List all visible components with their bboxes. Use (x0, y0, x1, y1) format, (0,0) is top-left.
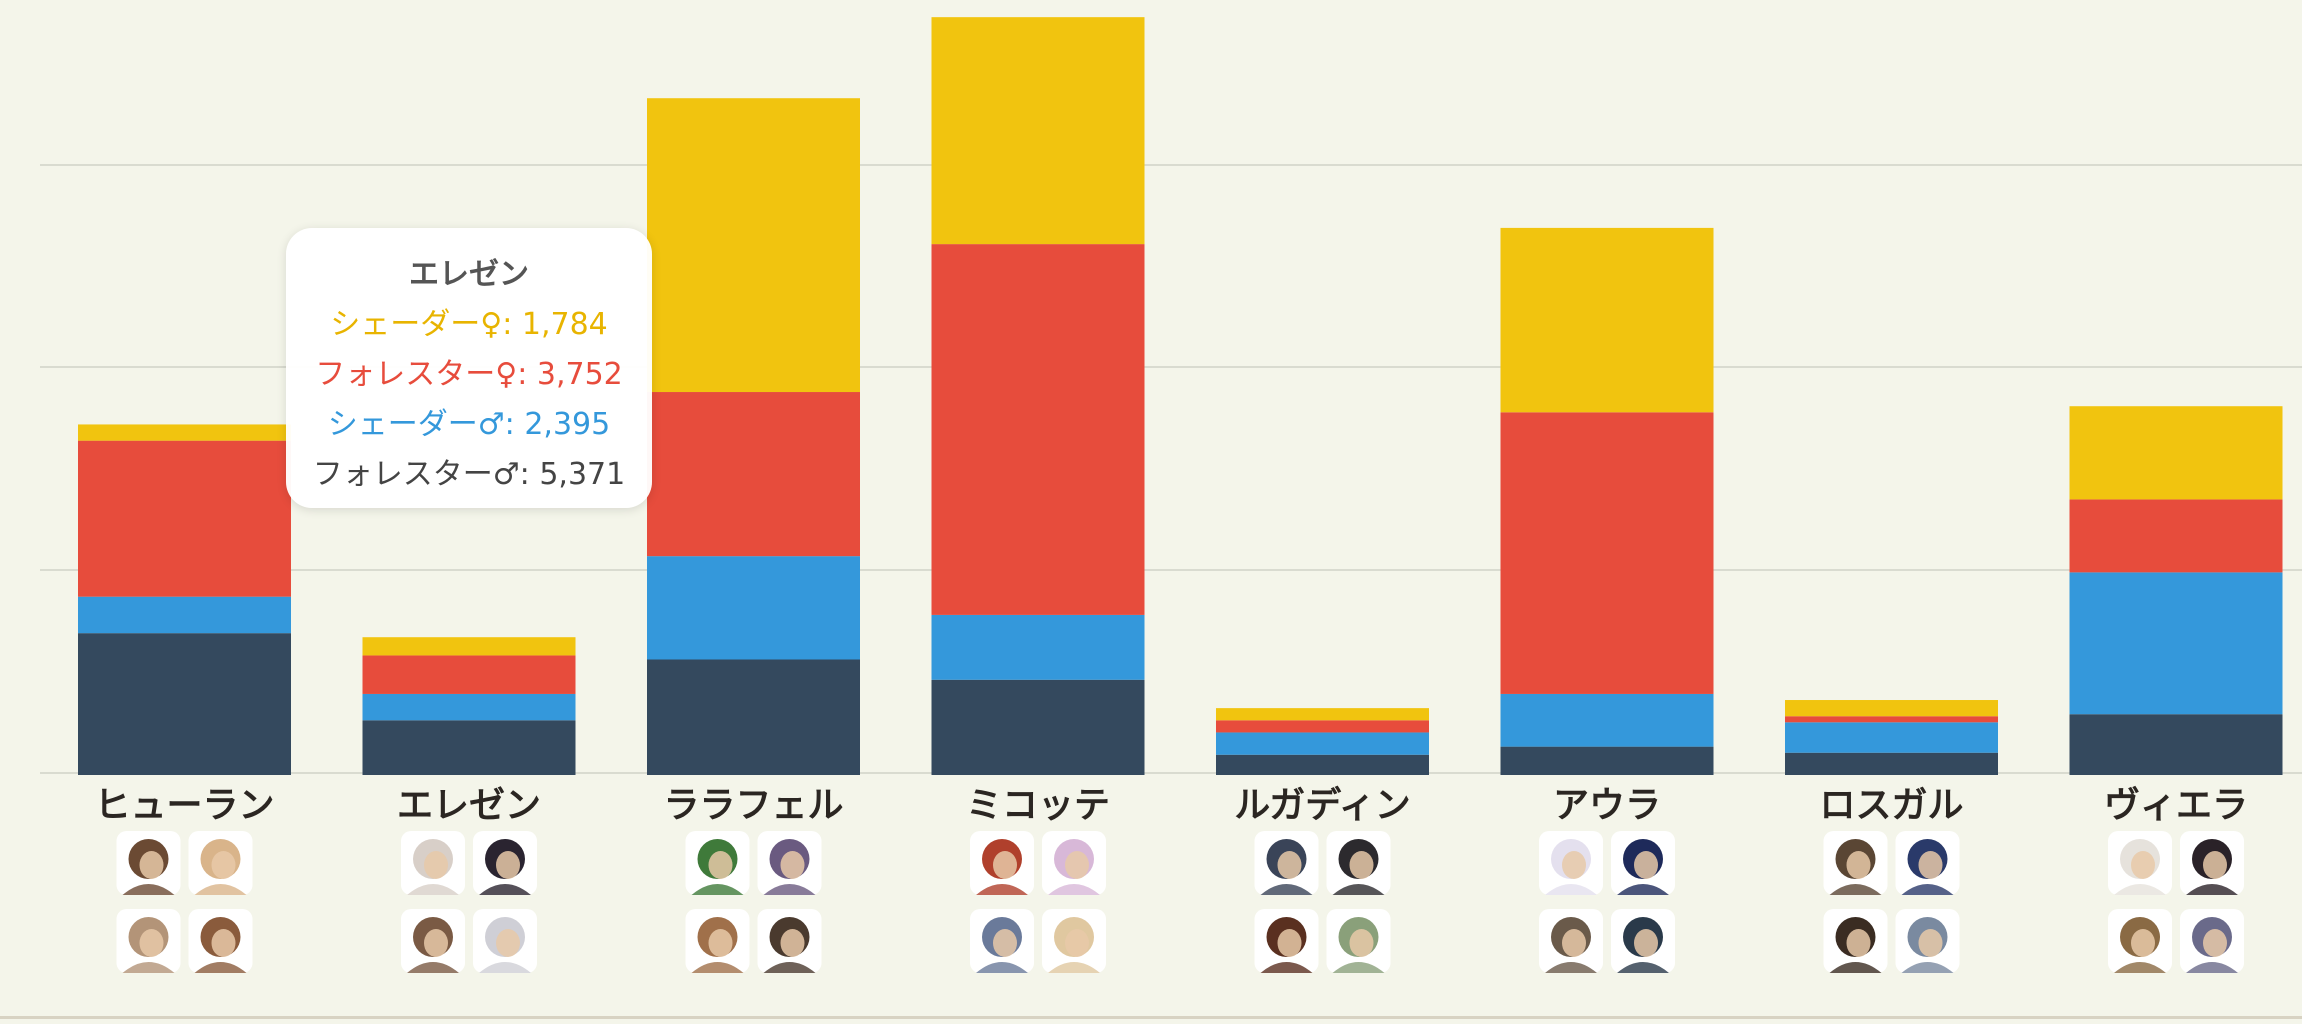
bar-segment[interactable] (1216, 732, 1429, 755)
lalafell-female-dunesfolk-icon (757, 831, 822, 895)
hyur-female-midlander-icon (116, 831, 181, 895)
bar-segment[interactable] (2069, 406, 2283, 500)
x-tick-label: ロスガル (1819, 785, 1963, 826)
hrothgar-female-helion-icon (1823, 909, 1888, 973)
hrothgar-female-lost-icon (1895, 909, 1960, 973)
lalafell-male-plainsfolk-icon (685, 909, 750, 973)
bar-segment[interactable] (1216, 708, 1429, 721)
hyur-male-highlander-icon (188, 909, 253, 973)
bar-group (78, 17, 2283, 775)
bar-segment[interactable] (2069, 572, 2283, 715)
bar-segment[interactable] (1500, 227, 1714, 413)
bar-segment[interactable] (1500, 693, 1714, 747)
hrothgar-male-helion-icon (1823, 831, 1888, 895)
bar-segment[interactable] (1785, 716, 1998, 723)
elezen-male-wildwood-icon (401, 909, 465, 973)
elezen-female-wildwood-icon (401, 831, 465, 895)
bar-segment[interactable] (78, 424, 291, 441)
bar-segment[interactable] (931, 679, 1145, 775)
bar-segment[interactable] (362, 720, 576, 775)
x-tick-label: ミコッテ (966, 785, 1110, 826)
tooltip-title: エレゼン (409, 257, 529, 292)
x-tick-label: ルガディン (1234, 784, 1410, 826)
roegadyn-female-sea-wolf-icon (1254, 831, 1319, 895)
avatar-grid (116, 831, 2244, 973)
bar-segment[interactable] (362, 693, 576, 721)
lalafell-female-plainsfolk-icon (685, 831, 750, 895)
viera-female-veena-icon (2180, 831, 2244, 895)
aura-male-xaela-icon (1611, 909, 1675, 973)
tooltip-row-shader-female: シェーダー♀: 1,784 (330, 307, 608, 342)
miqote-female-keeper-icon (1042, 831, 1106, 895)
tooltip: エレゼン シェーダー♀: 1,784 フォレスター♀: 3,752 シェーダー♂… (286, 228, 652, 508)
roegadyn-male-sea-wolf-icon (1254, 909, 1319, 973)
miqote-female-seeker-icon (970, 831, 1034, 895)
hrothgar-male-lost-icon (1895, 831, 1960, 895)
x-tick-label: エレゼン (397, 785, 541, 826)
bar-segment[interactable] (1500, 412, 1714, 694)
bar-segment[interactable] (647, 659, 860, 776)
bottom-divider (0, 1016, 2302, 1019)
lalafell-male-dunesfolk-icon (757, 909, 822, 973)
hyur-male-midlander-icon (116, 909, 181, 973)
x-tick-label: ヒューラン (94, 785, 274, 826)
bar-segment[interactable] (1785, 752, 1998, 775)
bar-segment[interactable] (931, 244, 1145, 615)
bar-segment[interactable] (362, 637, 576, 656)
bar-segment[interactable] (647, 98, 860, 393)
hyur-female-highlander-icon (188, 831, 253, 895)
bar-segment[interactable] (647, 556, 860, 660)
bar-segment[interactable] (78, 440, 291, 597)
bar-segment[interactable] (78, 633, 291, 775)
elezen-male-duskwight-icon (473, 909, 537, 973)
bar-segment[interactable] (647, 392, 860, 557)
bar-segment[interactable] (1785, 722, 1998, 753)
viera-male-veena-icon (2180, 909, 2244, 973)
elezen-female-duskwight-icon (473, 831, 537, 895)
bar-segment[interactable] (2069, 714, 2283, 775)
bar-segment[interactable] (931, 17, 1145, 245)
aura-male-raen-icon (1539, 909, 1603, 973)
bar-segment[interactable] (362, 655, 576, 694)
tooltip-row-shader-male: シェーダー♂: 2,395 (327, 407, 611, 442)
bar-segment[interactable] (931, 614, 1145, 680)
bar-segment[interactable] (78, 596, 291, 634)
tooltip-row-forester-female: フォレスター♀: 3,752 (315, 357, 623, 392)
aura-female-raen-icon (1539, 831, 1603, 895)
bar-segment[interactable] (1216, 720, 1429, 733)
x-tick-label: アウラ (1553, 785, 1661, 826)
x-tick-label: ヴィエラ (2104, 785, 2248, 826)
roegadyn-female-hellsguard-icon (1326, 831, 1391, 895)
roegadyn-male-hellsguard-icon (1326, 909, 1391, 973)
bar-segment[interactable] (1785, 700, 1998, 717)
bar-segment[interactable] (1500, 746, 1714, 775)
tooltip-row-forester-male: フォレスター♂: 5,371 (312, 457, 626, 492)
bar-segment[interactable] (2069, 499, 2283, 573)
x-tick-label: ララフェル (663, 785, 843, 826)
aura-female-xaela-icon (1611, 831, 1675, 895)
viera-female-rava-icon (2108, 831, 2172, 895)
miqote-male-keeper-icon (1042, 909, 1106, 973)
category-labels: ヒューラン エレゼン ララフェル ミコッテ ルガディン アウラ ロスガル ヴィエラ (94, 784, 2248, 826)
viera-male-rava-icon (2108, 909, 2172, 973)
bar-segment[interactable] (1216, 754, 1429, 775)
miqote-male-seeker-icon (970, 909, 1034, 973)
